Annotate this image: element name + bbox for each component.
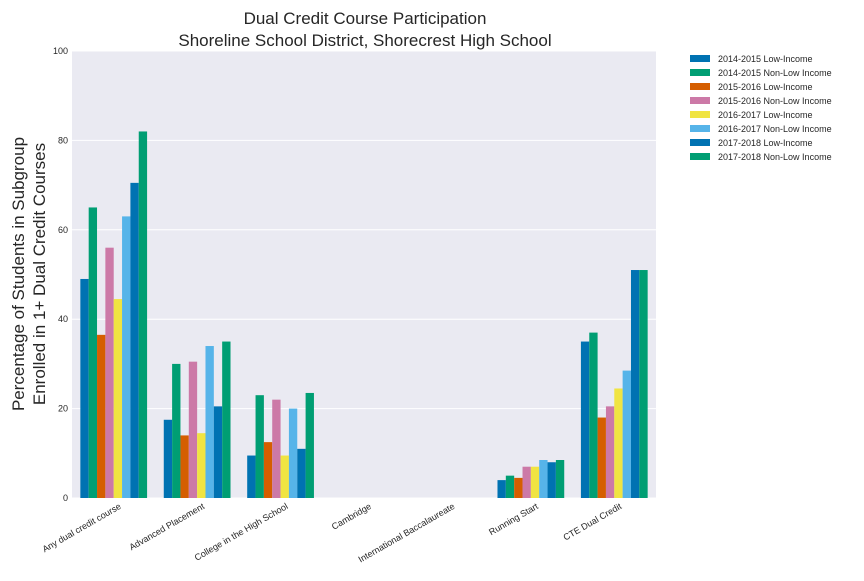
bar: [522, 466, 531, 498]
bar: [247, 455, 256, 498]
y-tick-label: 40: [58, 314, 68, 324]
bar: [605, 406, 615, 498]
bar: [205, 346, 214, 498]
legend-label: 2014-2015 Low-Income: [718, 54, 813, 64]
bar: [597, 417, 606, 498]
y-tick-labels: 0 20 40 60 80 100: [53, 46, 68, 503]
bar: [514, 477, 523, 498]
bar: [105, 247, 114, 498]
bar: [547, 462, 556, 498]
x-tick-label: College in the High School: [193, 501, 290, 563]
legend-label: 2015-2016 Non-Low Income: [718, 96, 832, 106]
legend-label: 2016-2017 Low-Income: [718, 110, 813, 120]
legend-swatch: [690, 153, 710, 160]
bar: [580, 341, 590, 498]
y-tick-label: 0: [63, 493, 68, 503]
bar: [589, 332, 598, 498]
bar: [197, 433, 206, 498]
bar: [622, 370, 631, 498]
x-tick-label: Running Start: [487, 501, 540, 537]
bar: [80, 278, 89, 498]
bar: [97, 334, 106, 498]
x-tick-label: Advanced Placement: [127, 501, 206, 552]
bar: [113, 299, 123, 498]
bar: [188, 361, 198, 498]
legend-swatch: [690, 83, 710, 90]
chart-title-line-1: Dual Credit Course Participation: [244, 9, 487, 28]
bar: [639, 270, 648, 498]
bar: [172, 363, 181, 498]
bar: [297, 448, 306, 498]
bar: [614, 388, 623, 498]
x-tick-label: Any dual credit course: [41, 501, 123, 554]
x-tick-labels: Any dual credit course Advanced Placement…: [41, 501, 624, 565]
legend-label: 2017-2018 Low-Income: [718, 138, 813, 148]
legend-swatch: [690, 111, 710, 118]
legend: 2014-2015 Low-Income 2014-2015 Non-Low In…: [690, 54, 832, 162]
legend-label: 2015-2016 Low-Income: [718, 82, 813, 92]
bar: [163, 419, 173, 498]
legend-label: 2014-2015 Non-Low Income: [718, 68, 832, 78]
y-tick-label: 100: [53, 46, 68, 56]
bar: [122, 216, 131, 498]
bar: [539, 460, 548, 498]
legend-swatch: [690, 55, 710, 62]
bar: [280, 455, 289, 498]
bar: [263, 442, 273, 498]
bar: [180, 435, 189, 498]
legend-swatch: [690, 97, 710, 104]
legend-swatch: [690, 69, 710, 76]
legend-swatch: [690, 125, 710, 132]
bar: [505, 475, 515, 498]
bars: [80, 131, 648, 499]
y-tick-label: 80: [58, 135, 68, 145]
bar: [555, 460, 565, 498]
bar: [88, 207, 98, 498]
x-tick-label: International Baccalaureate: [357, 501, 457, 564]
bar: [630, 270, 640, 498]
y-axis-label-line-2: Enrolled in 1+ Dual Credit Courses: [30, 143, 49, 405]
y-tick-label: 20: [58, 404, 68, 414]
legend-swatch: [690, 139, 710, 146]
bar: [305, 392, 314, 498]
bar: [288, 408, 298, 498]
bar: [213, 406, 223, 498]
y-axis-label-line-1: Percentage of Students in Subgroup: [9, 137, 28, 411]
bar: [530, 466, 540, 498]
bar: [130, 182, 139, 499]
bar: [138, 131, 148, 498]
legend-label: 2016-2017 Non-Low Income: [718, 124, 832, 134]
bar: [272, 399, 281, 498]
x-tick-label: Cambridge: [330, 501, 373, 532]
y-tick-label: 60: [58, 225, 68, 235]
bar: [497, 480, 506, 498]
bar: [255, 395, 264, 498]
x-tick-label: CTE Dual Credit: [562, 501, 624, 543]
plot-area: [72, 51, 656, 498]
legend-label: 2017-2018 Non-Low Income: [718, 152, 832, 162]
bar: [222, 341, 231, 498]
chart-title-line-2: Shoreline School District, Shorecrest Hi…: [178, 31, 551, 50]
